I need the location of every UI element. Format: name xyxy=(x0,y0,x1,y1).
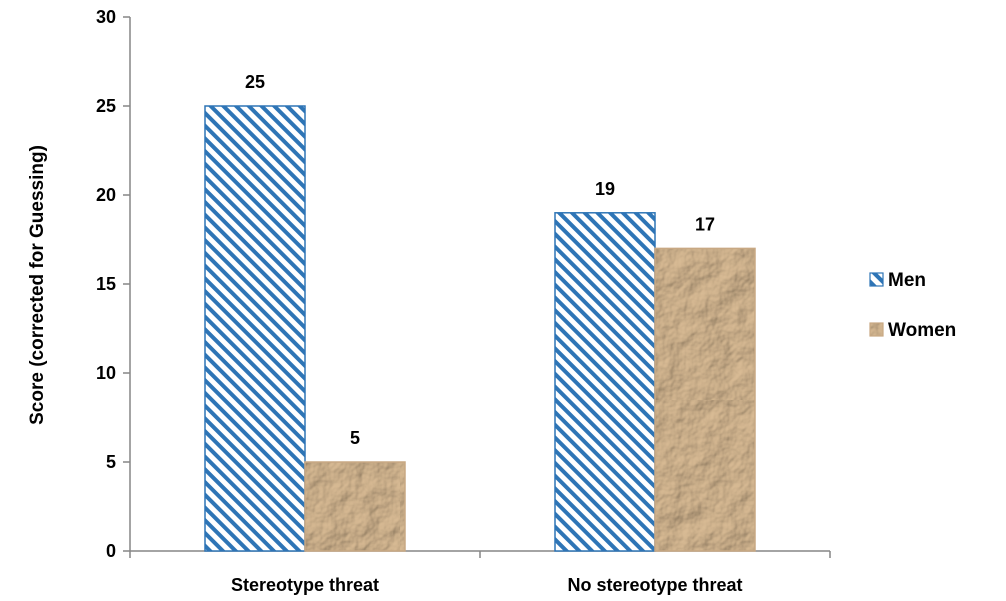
legend-label-men: Men xyxy=(888,270,926,291)
bar-women-1 xyxy=(654,247,756,552)
bar-women-0 xyxy=(304,461,406,552)
y-tick-label: 0 xyxy=(106,541,116,561)
y-axis-title: Score (corrected for Guessing) xyxy=(27,145,48,425)
y-tick-label: 25 xyxy=(96,96,116,116)
y-tick-label: 20 xyxy=(96,185,116,205)
bar-men-0 xyxy=(204,105,306,552)
data-label: 19 xyxy=(595,179,615,199)
legend: Men Women xyxy=(869,270,956,341)
x-tick-label: No stereotype threat xyxy=(567,575,742,595)
y-tick-label: 10 xyxy=(96,363,116,383)
y-tick-label: 15 xyxy=(96,274,116,294)
x-axis: Stereotype threat No stereotype threat xyxy=(129,550,831,595)
data-labels: 25 19 5 17 xyxy=(245,72,715,448)
x-tick-label: Stereotype threat xyxy=(231,575,379,595)
bar-men-1 xyxy=(554,212,656,552)
bars xyxy=(204,105,756,552)
legend-label-women: Women xyxy=(888,320,956,341)
legend-swatch-women xyxy=(869,322,884,337)
y-tick-label: 30 xyxy=(96,7,116,27)
y-tick-label: 5 xyxy=(106,452,116,472)
y-axis: 0 5 10 15 20 25 30 xyxy=(96,7,131,561)
data-label: 5 xyxy=(350,428,360,448)
data-label: 25 xyxy=(245,72,265,92)
legend-swatch-men xyxy=(869,272,884,287)
data-label: 17 xyxy=(695,214,715,234)
